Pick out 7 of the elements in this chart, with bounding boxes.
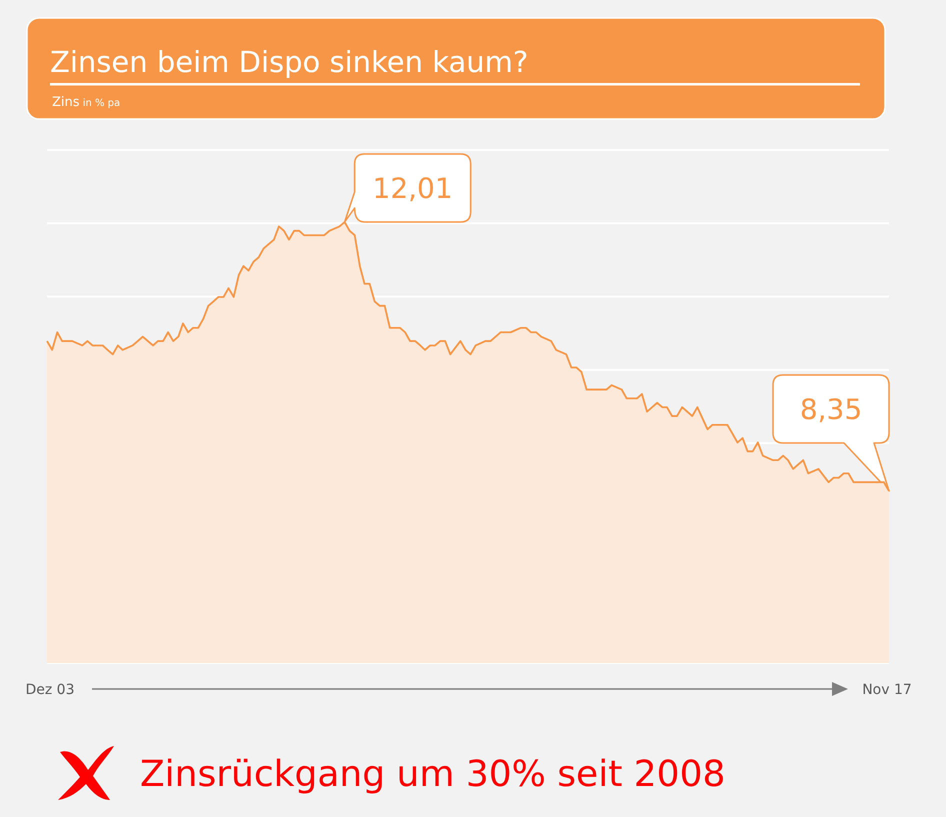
- x-tick-label: Dez 03: [25, 682, 75, 698]
- annotation: 8,35: [800, 393, 862, 426]
- chart-subtitle: Zins in % pa: [52, 95, 120, 110]
- x-tick-label: Nov 17: [862, 682, 912, 698]
- text: Zinsrückgang um 30% seit 2008: [140, 754, 726, 795]
- annotation: 12,01: [372, 172, 453, 205]
- chart-title: Zinsen beim Dispo sinken kaum?: [50, 45, 528, 79]
